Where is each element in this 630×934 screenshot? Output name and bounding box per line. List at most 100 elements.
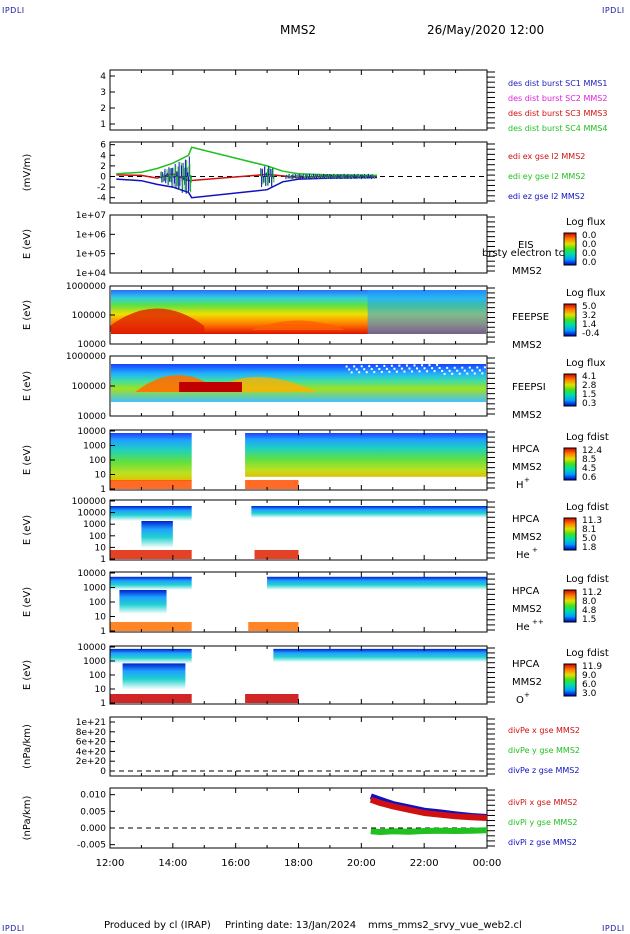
corner-mark-top-right: IPDLI [602,6,625,15]
sparse-pixel [423,367,426,370]
y-tick-label: 1000000 [66,282,106,292]
species-charge: + [524,691,530,699]
sparse-pixel [478,369,481,372]
y-tick-label: 1 [100,699,106,709]
sparse-pixel [375,365,378,368]
sparse-pixel [403,370,406,373]
y-tick-label: 4 [100,72,106,82]
y-axis-label: (nPa/km) [22,724,33,769]
y-tick-label: 1000 [83,657,106,667]
spectrogram-low-energy [110,694,192,703]
legend-entry: des dist burst SC2 MMS2 [508,94,607,103]
y-tick-label: 1000 [83,520,106,530]
sparse-pixel [345,365,348,368]
spectrogram-low-energy [254,550,299,559]
sparse-pixel [438,367,441,370]
y-axis-label: E (eV) [22,300,33,330]
time-tick-label: 22:00 [410,858,439,869]
sparse-pixel [370,368,373,371]
legend-entry: divPe x gse MMS2 [508,726,580,735]
species-label: O [516,695,524,706]
sparse-pixel [421,364,424,367]
panel-frame-divpe [109,716,488,777]
sparse-pixel [410,370,413,373]
y-axis-label: E (eV) [22,371,33,401]
sparse-pixel [383,364,386,367]
y-axis-label: E (eV) [22,587,33,617]
y-tick-label: 0 [100,172,106,182]
footer-printing-date: Printing date: 13/Jan/2024 [225,920,357,931]
sparse-pixel [428,364,431,367]
corner-mark-top-left: IPDLI [2,6,25,15]
instrument-label: HPCA [512,659,540,670]
colorbar [563,373,577,407]
y-tick-label: 1 [100,120,106,130]
colorbar-tick-label: 0.6 [582,473,597,483]
colorbar-tick-label: 1.5 [582,390,596,400]
time-tick-label: 14:00 [158,858,187,869]
colorbar-tick-label: 0.0 [582,231,597,241]
y-tick-label: 1e+05 [76,250,106,260]
spectrogram-low-energy [110,550,192,559]
colorbar-title: Log fdist [566,648,609,659]
instrument-label: FEEPSI [512,382,546,393]
legend-entry: divPe z gse MMS2 [508,766,579,775]
spectrogram-hot-region [110,308,205,332]
species-label: He [516,550,530,561]
colorbar-tick-label: 0.0 [582,249,597,259]
sparse-pixel [395,370,398,373]
y-tick-label: 100 [89,532,106,542]
y-tick-label: 100000 [72,382,107,392]
sparse-pixel [476,366,479,369]
sparse-pixel [355,368,358,371]
y-tick-label: 100 [89,456,106,466]
colorbar-tick-label: 11.2 [582,588,602,598]
sparse-pixel [473,372,476,375]
spectrogram-block [119,590,167,614]
legend-entry: des dist burst SC3 MMS3 [508,109,607,118]
text-layer: 1 2 3 4 des dist burst SC1 MMS1 des dist burs… [22,72,609,869]
colorbar-tick-label: 4.8 [582,606,597,616]
colorbar [563,447,577,481]
sparse-pixel [353,365,356,368]
spectrogram-hot-region [179,382,242,392]
colorbar-tick-label: 0.3 [582,399,596,409]
colorbar-tick-label: 4.1 [582,372,596,382]
y-tick-label: 1 [100,485,106,495]
legend-entry: edi ey gse l2 MMS2 [508,172,586,181]
series-line [116,146,378,177]
y-tick-label: -2 [97,183,106,193]
spacecraft-label: MMS2 [512,340,542,351]
spectrogram-block [141,521,173,548]
sparse-pixel [458,372,461,375]
spectrogram-block [110,506,192,521]
spectrogram-low-energy [110,622,192,631]
colorbar-tick-label: 1.8 [582,543,597,553]
y-tick-label: 0 [100,767,106,777]
spectrogram-block [110,576,192,590]
time-tick-label: 16:00 [221,858,250,869]
sparse-pixel [368,365,371,368]
y-tick-label: 10000 [77,509,106,519]
spectrogram-low-energy [245,480,299,489]
sparse-pixel [481,372,484,375]
sparse-pixel [463,369,466,372]
time-tick-label: 18:00 [284,858,313,869]
time-tick-label: 20:00 [347,858,376,869]
spectrogram-block [251,506,487,518]
spectrogram-block [110,433,192,481]
colorbar-tick-label: 4.5 [582,464,596,474]
colorbar-title: Log fdist [566,574,609,585]
legend-entry: des dist burst SC1 MMS1 [508,79,607,88]
sparse-pixel [453,366,456,369]
y-tick-label: 1 [100,627,106,637]
footer-produced-by: Produced by cl (IRAP) [104,920,211,931]
colorbar-title: Log flux [566,217,606,228]
sparse-pixel [418,370,421,373]
sparse-pixel [433,370,436,373]
sparse-pixel [483,366,486,369]
colorbar-title: Log flux [566,288,606,299]
y-tick-label: 1e+04 [76,269,107,279]
y-tick-label: 4e+20 [76,747,107,757]
sparse-pixel [388,370,391,373]
